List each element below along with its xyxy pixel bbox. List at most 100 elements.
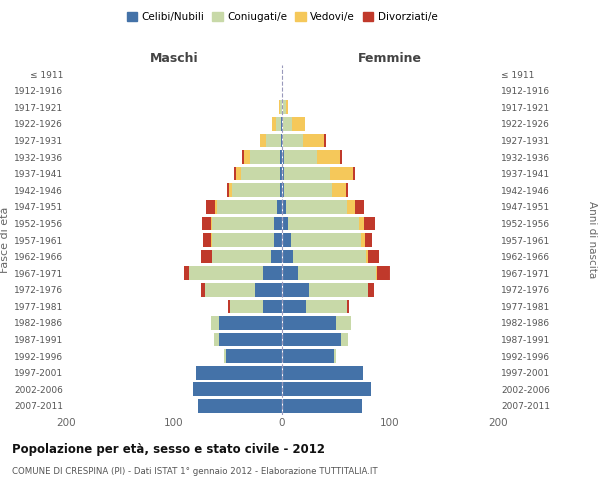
Bar [217, 200, 277, 213]
Bar [203, 233, 211, 247]
Bar [359, 216, 364, 230]
Bar [281, 117, 282, 130]
Bar [281, 134, 282, 147]
Bar [232, 184, 280, 197]
Bar [244, 150, 250, 164]
Bar [282, 350, 334, 363]
Bar [235, 167, 236, 180]
Bar [282, 200, 286, 213]
Bar [282, 250, 293, 264]
Bar [212, 250, 271, 264]
Bar [377, 266, 390, 280]
Bar [282, 100, 286, 114]
Bar [260, 134, 266, 147]
Bar [212, 233, 274, 247]
Bar [282, 316, 336, 330]
Bar [341, 332, 348, 346]
Bar [211, 316, 220, 330]
Bar [355, 200, 364, 213]
Y-axis label: Fasce di età: Fasce di età [0, 207, 10, 273]
Bar [347, 300, 349, 313]
Bar [279, 100, 280, 114]
Bar [283, 117, 292, 130]
Bar [282, 382, 371, 396]
Bar [293, 250, 366, 264]
Bar [282, 233, 290, 247]
Bar [347, 200, 355, 213]
Bar [340, 150, 343, 164]
Bar [284, 184, 332, 197]
Bar [306, 300, 347, 313]
Bar [184, 266, 189, 280]
Bar [212, 216, 274, 230]
Bar [228, 300, 230, 313]
Bar [302, 134, 324, 147]
Bar [361, 233, 365, 247]
Bar [298, 266, 376, 280]
Bar [284, 167, 329, 180]
Bar [220, 332, 282, 346]
Bar [290, 233, 361, 247]
Bar [211, 216, 212, 230]
Legend: Celibi/Nubili, Coniugati/e, Vedovi/e, Divorziati/e: Celibi/Nubili, Coniugati/e, Vedovi/e, Di… [125, 10, 439, 24]
Bar [368, 250, 379, 264]
Bar [282, 300, 306, 313]
Bar [242, 150, 244, 164]
Bar [205, 283, 255, 296]
Bar [274, 216, 282, 230]
Bar [284, 150, 317, 164]
Bar [274, 233, 282, 247]
Text: Popolazione per età, sesso e stato civile - 2012: Popolazione per età, sesso e stato civil… [12, 442, 325, 456]
Bar [277, 200, 282, 213]
Bar [282, 134, 283, 147]
Bar [364, 216, 375, 230]
Bar [366, 250, 368, 264]
Bar [280, 100, 282, 114]
Bar [263, 300, 282, 313]
Bar [353, 167, 355, 180]
Bar [189, 266, 263, 280]
Bar [241, 167, 280, 180]
Bar [332, 184, 346, 197]
Bar [282, 84, 283, 98]
Bar [334, 350, 336, 363]
Text: COMUNE DI CRESPINA (PI) - Dati ISTAT 1° gennaio 2012 - Elaborazione TUTTITALIA.I: COMUNE DI CRESPINA (PI) - Dati ISTAT 1° … [12, 468, 377, 476]
Bar [214, 332, 220, 346]
Bar [346, 184, 348, 197]
Bar [193, 382, 282, 396]
Bar [283, 134, 302, 147]
Bar [286, 200, 347, 213]
Bar [236, 167, 241, 180]
Bar [266, 134, 281, 147]
Bar [211, 233, 212, 247]
Text: Maschi: Maschi [149, 52, 199, 64]
Bar [220, 316, 282, 330]
Bar [282, 266, 298, 280]
Bar [289, 216, 359, 230]
Bar [309, 283, 368, 296]
Bar [280, 150, 282, 164]
Bar [365, 233, 371, 247]
Bar [230, 300, 263, 313]
Bar [317, 150, 340, 164]
Bar [272, 117, 275, 130]
Bar [224, 350, 226, 363]
Bar [282, 283, 309, 296]
Bar [202, 216, 211, 230]
Bar [282, 117, 283, 130]
Bar [275, 117, 281, 130]
Bar [271, 250, 282, 264]
Bar [282, 332, 341, 346]
Bar [255, 283, 282, 296]
Text: Anni di nascita: Anni di nascita [587, 202, 597, 278]
Bar [329, 167, 353, 180]
Bar [282, 184, 284, 197]
Bar [280, 167, 282, 180]
Bar [292, 117, 305, 130]
Bar [263, 266, 282, 280]
Bar [201, 283, 205, 296]
Bar [201, 250, 212, 264]
Text: Femmine: Femmine [358, 52, 422, 64]
Bar [282, 399, 362, 412]
Bar [324, 134, 326, 147]
